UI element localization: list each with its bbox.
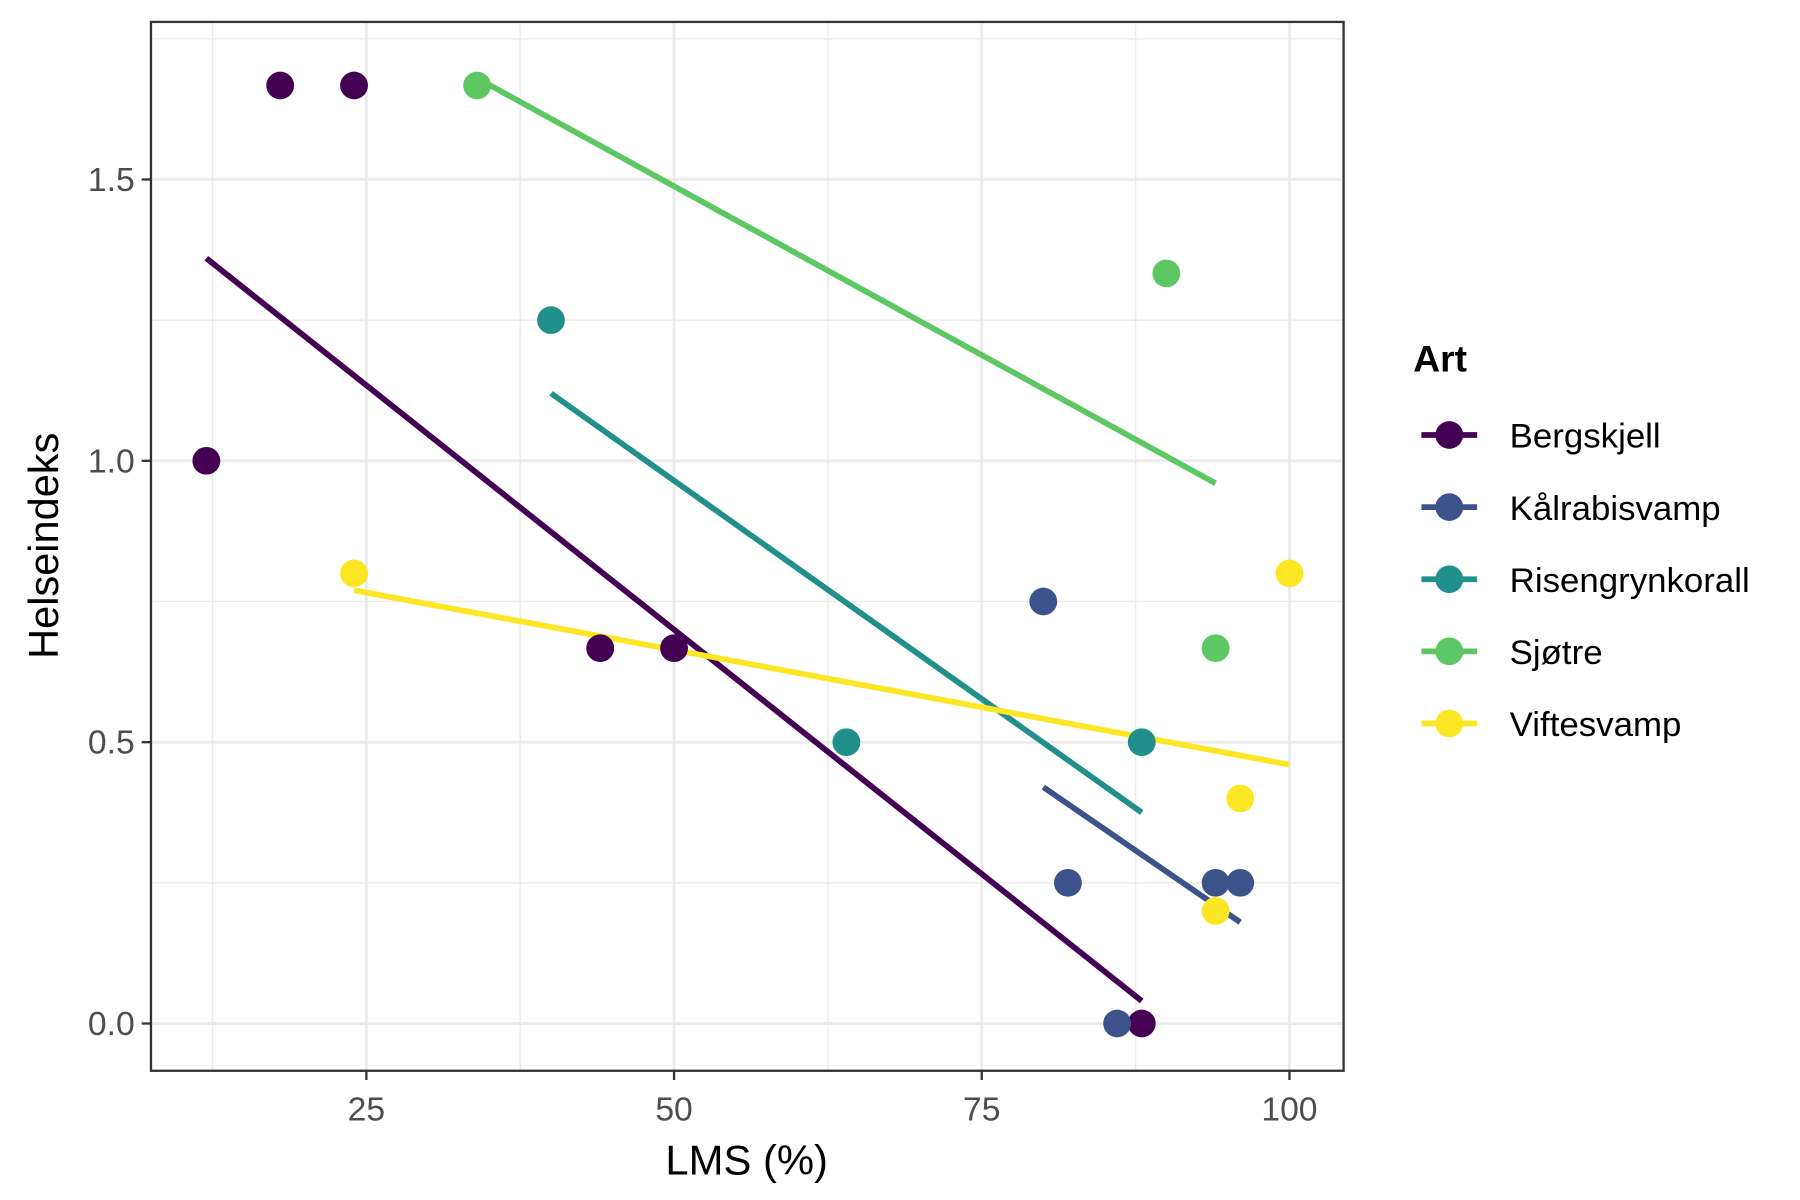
point-klrabisvamp (1201, 868, 1230, 897)
point-bergskjell (586, 634, 615, 663)
point-bergskjell (660, 634, 688, 663)
legend-item-risengrynkorall: Risengrynkorall (1421, 562, 1750, 600)
x-tick-label: 50 (655, 1091, 692, 1128)
y-tick-label: 0.0 (88, 1006, 135, 1043)
legend-item-viftesvamp: Viftesvamp (1421, 706, 1681, 744)
point-klrabisvamp (1029, 587, 1058, 616)
legend-key-point (1435, 493, 1464, 521)
y-tick-label: 1.0 (88, 443, 135, 480)
trend-line-risengrynkorall (549, 390, 1144, 815)
data-points (192, 71, 1304, 1038)
x-tick-label: 25 (348, 1091, 385, 1128)
point-risengrynkorall (1127, 728, 1156, 757)
point-viftesvamp (1201, 897, 1230, 925)
point-viftesvamp (1226, 784, 1255, 813)
point-viftesvamp (1275, 559, 1304, 588)
point-sjtre (1201, 634, 1230, 663)
point-bergskjell (340, 71, 368, 100)
point-bergskjell (266, 71, 295, 100)
legend-key-point (1435, 421, 1464, 449)
legend-label: Bergskjell (1510, 418, 1661, 456)
point-klrabisvamp (1103, 1009, 1132, 1038)
point-bergskjell (192, 446, 221, 475)
point-sjtre (1152, 259, 1181, 288)
panel-border (149, 20, 1345, 1072)
point-risengrynkorall (537, 306, 565, 334)
legend-label: Sjøtre (1510, 634, 1603, 672)
legend-item-klrabisvamp: Kålrabisvamp (1421, 490, 1721, 528)
point-bergskjell (1127, 1009, 1156, 1038)
legend-key-point (1435, 637, 1464, 666)
panel-background (150, 21, 1344, 1071)
axes: 25 50 75 100 0.0 0.5 1.0 1.5 (88, 162, 1318, 1128)
point-viftesvamp (340, 559, 368, 588)
legend-key-point (1435, 709, 1464, 738)
legend-item-bergskjell: Bergskjell (1421, 418, 1661, 456)
point-sjtre (463, 71, 492, 100)
y-axis-label: Helseindeks (20, 433, 67, 659)
x-tick-label: 75 (963, 1091, 1000, 1128)
legend-title: Art (1413, 338, 1467, 380)
legend-key-point (1435, 565, 1464, 594)
point-klrabisvamp (1053, 868, 1082, 897)
point-klrabisvamp (1226, 868, 1255, 897)
trend-line-bergskjell (204, 255, 1144, 1004)
y-tick-label: 0.5 (88, 725, 135, 762)
point-risengrynkorall (832, 728, 861, 757)
grid (150, 21, 1344, 1071)
trend-line-sjtre (475, 75, 1218, 486)
trend-line-klrabisvamp (1041, 784, 1242, 925)
x-axis-label: LMS (%) (665, 1137, 828, 1184)
legend-item-sjtre: Sjøtre (1421, 634, 1603, 672)
y-tick-label: 1.5 (88, 162, 135, 199)
legend-label: Viftesvamp (1510, 706, 1682, 744)
x-tick-label: 100 (1261, 1091, 1317, 1128)
legend-label: Risengrynkorall (1510, 562, 1750, 600)
legend: Art Bergskjell Kålrabisvamp Risengrynkoral… (1413, 338, 1749, 744)
legend-label: Kålrabisvamp (1510, 490, 1721, 528)
